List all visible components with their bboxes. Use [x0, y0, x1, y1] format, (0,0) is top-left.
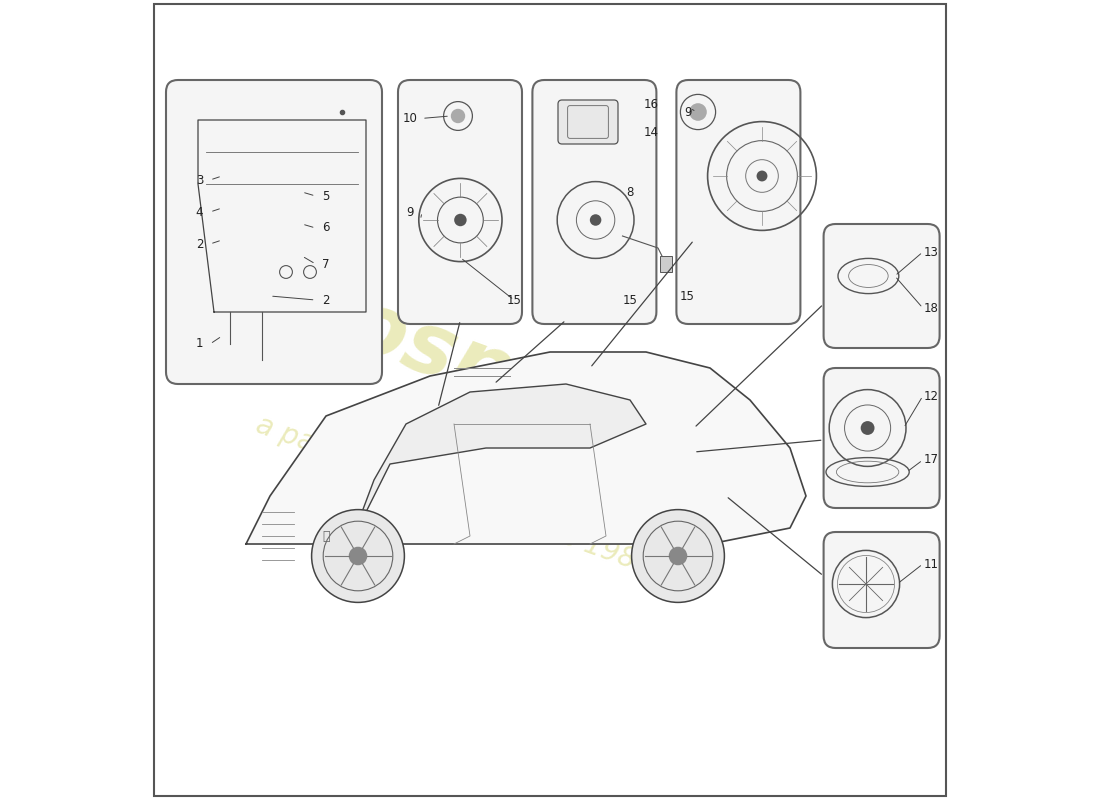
FancyBboxPatch shape	[676, 80, 801, 324]
Text: 9: 9	[684, 106, 692, 118]
Text: 1: 1	[196, 338, 204, 350]
Text: 13: 13	[924, 246, 939, 258]
Text: 7: 7	[322, 258, 330, 270]
Text: 𝕸: 𝕸	[322, 530, 330, 542]
Circle shape	[590, 214, 602, 226]
Circle shape	[690, 103, 707, 121]
Text: 15: 15	[623, 294, 637, 306]
Text: 2: 2	[196, 238, 204, 250]
FancyBboxPatch shape	[824, 224, 939, 348]
Text: 8: 8	[626, 186, 634, 198]
FancyBboxPatch shape	[558, 100, 618, 144]
Circle shape	[454, 214, 466, 226]
Text: 18: 18	[924, 302, 939, 314]
Polygon shape	[246, 352, 806, 544]
Circle shape	[860, 421, 875, 435]
Circle shape	[757, 170, 768, 182]
FancyBboxPatch shape	[824, 532, 939, 648]
Text: 16: 16	[645, 98, 659, 110]
Circle shape	[311, 510, 405, 602]
Bar	[660, 256, 672, 272]
Text: 6: 6	[322, 222, 330, 234]
Text: 2: 2	[322, 294, 330, 306]
Text: eurospares: eurospares	[184, 228, 724, 492]
Text: 12: 12	[924, 390, 939, 402]
Text: 3: 3	[196, 174, 204, 186]
Text: 10: 10	[403, 112, 417, 125]
FancyBboxPatch shape	[532, 80, 657, 324]
Circle shape	[631, 510, 725, 602]
Circle shape	[669, 546, 688, 566]
Text: 17: 17	[924, 454, 939, 466]
Text: 11: 11	[924, 558, 939, 570]
FancyBboxPatch shape	[824, 368, 939, 508]
Circle shape	[451, 109, 465, 123]
Text: 5: 5	[322, 190, 330, 202]
FancyBboxPatch shape	[398, 80, 522, 324]
Text: 15: 15	[507, 294, 521, 306]
Text: 14: 14	[645, 126, 659, 138]
Text: 15: 15	[680, 290, 695, 302]
Text: 9: 9	[406, 206, 414, 218]
Polygon shape	[350, 384, 646, 544]
Text: a passion for parts since 1985: a passion for parts since 1985	[252, 411, 656, 581]
Circle shape	[349, 546, 367, 566]
FancyBboxPatch shape	[166, 80, 382, 384]
Text: 4: 4	[196, 206, 204, 218]
